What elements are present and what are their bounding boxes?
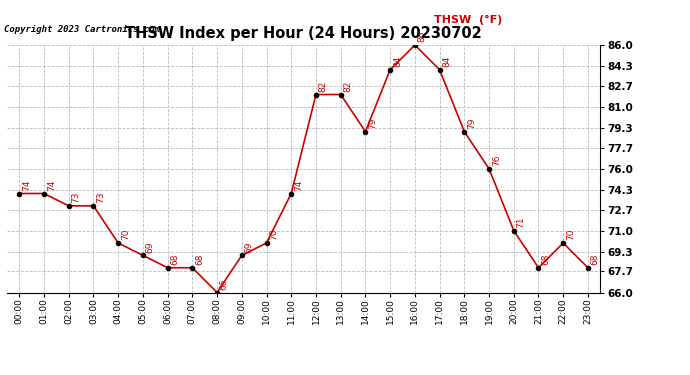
- Text: 69: 69: [244, 241, 253, 253]
- Text: 74: 74: [47, 179, 56, 191]
- Text: 70: 70: [121, 229, 130, 240]
- Text: 73: 73: [96, 192, 105, 203]
- Text: 68: 68: [195, 254, 204, 265]
- Text: 79: 79: [467, 117, 476, 129]
- Text: 70: 70: [566, 229, 575, 240]
- Text: 74: 74: [22, 179, 31, 191]
- Text: 86: 86: [417, 31, 426, 42]
- Text: 66: 66: [220, 278, 229, 290]
- Text: 69: 69: [146, 241, 155, 253]
- Text: THSW  (°F): THSW (°F): [434, 15, 502, 26]
- Text: 71: 71: [517, 216, 526, 228]
- Text: 74: 74: [294, 179, 303, 191]
- Text: 68: 68: [541, 254, 550, 265]
- Text: 79: 79: [368, 117, 377, 129]
- Text: 82: 82: [319, 80, 328, 92]
- Text: 76: 76: [492, 154, 501, 166]
- Text: 84: 84: [393, 56, 402, 67]
- Title: THSW Index per Hour (24 Hours) 20230702: THSW Index per Hour (24 Hours) 20230702: [125, 26, 482, 41]
- Text: 70: 70: [269, 229, 278, 240]
- Text: 68: 68: [591, 254, 600, 265]
- Text: Copyright 2023 Cartronics.com: Copyright 2023 Cartronics.com: [4, 25, 160, 34]
- Text: 68: 68: [170, 254, 179, 265]
- Text: 82: 82: [344, 80, 353, 92]
- Text: 73: 73: [72, 192, 81, 203]
- Text: 84: 84: [442, 56, 451, 67]
